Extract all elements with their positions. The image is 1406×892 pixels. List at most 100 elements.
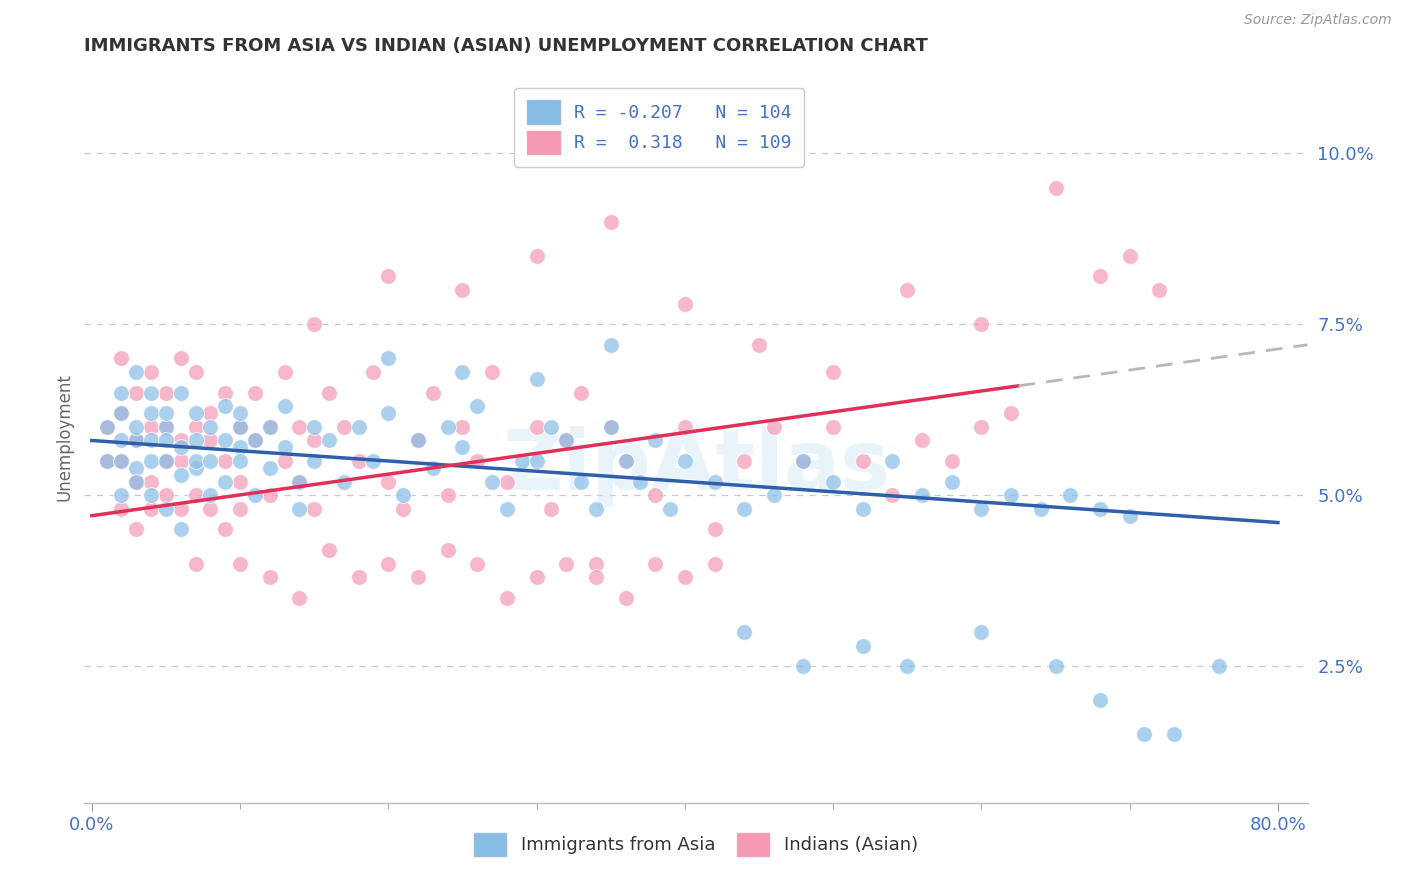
- Point: [540, 501, 562, 516]
- Point: [451, 420, 474, 434]
- Point: [569, 385, 592, 400]
- Point: [184, 434, 207, 448]
- Point: [125, 434, 148, 448]
- Point: [302, 501, 325, 516]
- Point: [406, 434, 429, 448]
- Point: [792, 454, 814, 468]
- Point: [896, 659, 918, 673]
- Point: [125, 460, 148, 475]
- Point: [243, 488, 266, 502]
- Point: [436, 420, 458, 434]
- Point: [288, 420, 311, 434]
- Point: [170, 385, 193, 400]
- Point: [496, 475, 519, 489]
- Point: [155, 420, 177, 434]
- Point: [214, 434, 236, 448]
- Point: [733, 501, 755, 516]
- Point: [273, 365, 295, 379]
- Point: [259, 570, 281, 584]
- Point: [184, 454, 207, 468]
- Point: [125, 385, 148, 400]
- Point: [526, 420, 548, 434]
- Point: [526, 372, 548, 386]
- Point: [229, 406, 252, 420]
- Point: [139, 406, 162, 420]
- Point: [599, 338, 621, 352]
- Point: [673, 570, 696, 584]
- Point: [465, 400, 488, 414]
- Point: [170, 522, 193, 536]
- Point: [139, 454, 162, 468]
- Point: [184, 420, 207, 434]
- Point: [125, 475, 148, 489]
- Point: [852, 501, 875, 516]
- Text: IMMIGRANTS FROM ASIA VS INDIAN (ASIAN) UNEMPLOYMENT CORRELATION CHART: IMMIGRANTS FROM ASIA VS INDIAN (ASIAN) U…: [84, 37, 928, 54]
- Point: [852, 454, 875, 468]
- Point: [673, 297, 696, 311]
- Point: [555, 557, 578, 571]
- Point: [229, 454, 252, 468]
- Point: [941, 454, 963, 468]
- Point: [1163, 727, 1185, 741]
- Point: [155, 501, 177, 516]
- Point: [703, 557, 725, 571]
- Point: [139, 420, 162, 434]
- Point: [436, 542, 458, 557]
- Point: [155, 406, 177, 420]
- Point: [465, 557, 488, 571]
- Point: [229, 440, 252, 454]
- Text: Source: ZipAtlas.com: Source: ZipAtlas.com: [1244, 13, 1392, 28]
- Point: [673, 420, 696, 434]
- Point: [170, 434, 193, 448]
- Point: [733, 624, 755, 639]
- Point: [273, 454, 295, 468]
- Point: [347, 570, 370, 584]
- Point: [526, 570, 548, 584]
- Point: [110, 406, 132, 420]
- Point: [392, 488, 415, 502]
- Point: [481, 475, 503, 489]
- Point: [110, 454, 132, 468]
- Point: [599, 420, 621, 434]
- Point: [896, 283, 918, 297]
- Point: [110, 351, 132, 366]
- Point: [125, 475, 148, 489]
- Point: [703, 475, 725, 489]
- Point: [288, 591, 311, 605]
- Point: [96, 420, 118, 434]
- Point: [585, 501, 607, 516]
- Point: [377, 406, 399, 420]
- Point: [110, 385, 132, 400]
- Point: [96, 454, 118, 468]
- Point: [333, 475, 356, 489]
- Point: [139, 385, 162, 400]
- Point: [1000, 488, 1022, 502]
- Text: ZipAtlas: ZipAtlas: [502, 425, 890, 507]
- Point: [125, 365, 148, 379]
- Point: [229, 420, 252, 434]
- Point: [110, 434, 132, 448]
- Point: [911, 488, 934, 502]
- Point: [318, 385, 340, 400]
- Point: [259, 488, 281, 502]
- Point: [184, 365, 207, 379]
- Point: [1149, 283, 1171, 297]
- Point: [585, 570, 607, 584]
- Point: [155, 385, 177, 400]
- Point: [273, 440, 295, 454]
- Point: [110, 406, 132, 420]
- Point: [526, 454, 548, 468]
- Point: [644, 434, 666, 448]
- Point: [214, 385, 236, 400]
- Point: [510, 454, 533, 468]
- Point: [200, 501, 222, 516]
- Point: [155, 434, 177, 448]
- Point: [170, 351, 193, 366]
- Point: [1000, 406, 1022, 420]
- Point: [644, 488, 666, 502]
- Point: [762, 488, 785, 502]
- Point: [243, 434, 266, 448]
- Point: [436, 488, 458, 502]
- Point: [363, 454, 385, 468]
- Point: [139, 475, 162, 489]
